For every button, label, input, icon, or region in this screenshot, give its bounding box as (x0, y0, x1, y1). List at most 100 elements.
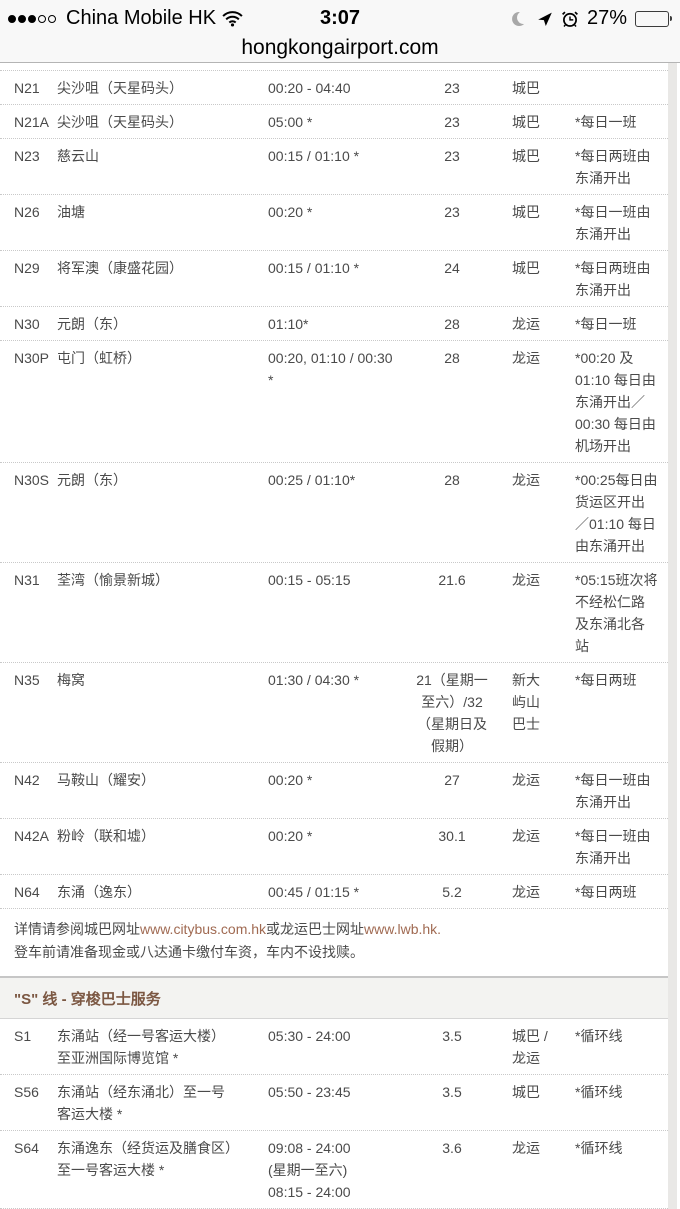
battery-percent: 27% (586, 7, 627, 29)
route-number-cell: N26 (14, 204, 40, 220)
route-number-cell: N31 (14, 572, 40, 588)
status-bar: China Mobile HK 3:07 (0, 0, 680, 63)
departure-time-cell: 05:30 - 24:00 (268, 1028, 351, 1044)
citybus-link[interactable]: www.citybus.com.hk (140, 921, 267, 937)
departure-time-cell: 00:15 / 01:10 * (268, 260, 360, 276)
departure-time-cell: 01:10* (268, 316, 309, 332)
remarks-cell: *每日两班由东涌开出 (575, 148, 651, 186)
fare-cell: 28 (444, 350, 460, 366)
departure-time-cell: 00:45 / 01:15 * (268, 884, 360, 900)
destination-cell: 元朗（东） (57, 472, 127, 488)
table-row: N23 慈云山 00:15 / 01:10 * 23 城巴 *每日两班由东涌开出 (0, 139, 668, 195)
location-icon (537, 11, 553, 27)
fare-cell: 23 (444, 148, 460, 164)
operator-cell: 城巴 (512, 1084, 540, 1100)
route-number-cell: N30 (14, 316, 40, 332)
route-number-cell: S64 (14, 1140, 39, 1156)
table-row: N30P 屯门（虹桥） 00:20, 01:10 / 00:30 * 28 龙运… (0, 341, 668, 463)
departure-time-cell: 00:25 / 01:10* (268, 472, 356, 488)
operator-cell: 龙运 (512, 316, 540, 332)
destination-cell: 东涌（逸东） (57, 884, 141, 900)
fare-cell: 5.2 (442, 884, 462, 900)
status-time: 3:07 (319, 7, 361, 29)
bus-route-table: N21 尖沙咀（天星码头） 00:20 - 04:40 23 城巴 N21A 尖… (0, 63, 668, 1209)
route-number-cell: S56 (14, 1084, 39, 1100)
remarks-cell: *每日两班 (575, 884, 637, 900)
table-row: N29 将军澳（康盛花园） 00:15 / 01:10 * 24 城巴 *每日两… (0, 251, 668, 307)
departure-time-cell: 00:15 - 05:15 (268, 572, 351, 588)
battery-icon (635, 10, 672, 27)
remarks-cell: *每日一班由东涌开出 (575, 772, 651, 810)
table-row: N31 荃湾（愉景新城） 00:15 - 05:15 21.6 龙运 *05:1… (0, 563, 668, 663)
remarks-cell: *00:20 及 01:10 每日由东涌开出／00:30 每日由机场开出 (575, 350, 656, 454)
s-section-title: "S" 线 - 穿梭巴士服务 (14, 991, 161, 1008)
destination-cell: 东涌站（经东涌北）至一号客运大楼 * (57, 1084, 225, 1122)
signal-dot (8, 14, 16, 23)
departure-time-cell: 00:20, 01:10 / 00:30 * (268, 350, 393, 388)
table-row: S56 东涌站（经东涌北）至一号客运大楼 * 05:50 - 23:45 3.5… (0, 1075, 668, 1131)
table-row: N30 元朗（东） 01:10* 28 龙运 *每日一班 (0, 307, 668, 341)
departure-time-cell: 00:20 * (268, 204, 313, 220)
table-row: N42 马鞍山（耀安） 00:20 * 27 龙运 *每日一班由东涌开出 (0, 763, 668, 819)
route-number-cell: N21 (14, 80, 40, 96)
url-domain[interactable]: hongkongairport.com (241, 36, 439, 59)
signal-dot (48, 14, 56, 23)
battery-nub (670, 16, 672, 21)
route-number-cell: N35 (14, 672, 40, 688)
table-row: S64 东涌逸东（经货运及膳食区）至一号客运大楼 * 09:08 - 24:00… (0, 1131, 668, 1209)
table-row: N64 东涌（逸东） 00:45 / 01:15 * 5.2 龙运 *每日两班 (0, 875, 668, 909)
destination-cell: 马鞍山（耀安） (57, 772, 155, 788)
departure-time-cell: 09:08 - 24:00 (星期一至六) 08:15 - 24:00 (268, 1140, 351, 1200)
cell-signal-dots-icon (8, 14, 58, 23)
notes-line2: 登车前请准备现金或八达通卡缴付车资，车内不设找赎。 (14, 944, 364, 960)
lwb-link[interactable]: www.lwb.hk. (364, 921, 442, 937)
operator-cell: 城巴 (512, 148, 540, 164)
operator-cell: 龙运 (512, 350, 540, 366)
route-number-cell: N42A (14, 828, 50, 844)
destination-cell: 元朗（东） (57, 316, 127, 332)
notes-line1-middle: 或龙运巴士网址 (266, 921, 365, 937)
fare-cell: 23 (444, 204, 460, 220)
table-row: N26 油塘 00:20 * 23 城巴 *每日一班由东涌开出 (0, 195, 668, 251)
carrier-label: China Mobile HK (66, 7, 217, 29)
route-number-cell: N30S (14, 472, 50, 488)
departure-time-cell: 00:15 / 01:10 * (268, 148, 360, 164)
destination-cell: 屯门（虹桥） (57, 350, 141, 366)
s-section-header: "S" 线 - 穿梭巴士服务 (0, 976, 668, 1019)
operator-cell: 龙运 (512, 772, 540, 788)
table-row: N21A 尖沙咀（天星码头） 05:00 * 23 城巴 *每日一班 (0, 105, 668, 139)
operator-cell: 新大屿山巴士 (512, 672, 540, 732)
table-row: N30S 元朗（东） 00:25 / 01:10* 28 龙运 *00:25每日… (0, 463, 668, 563)
remarks-cell: *05:15班次将不经松仁路及东涌北各站 (575, 572, 658, 654)
departure-time-cell: 00:20 - 04:40 (268, 80, 351, 96)
operator-cell: 龙运 (512, 472, 540, 488)
operator-cell: 龙运 (512, 1140, 540, 1156)
notes-line1: 详情请参阅城巴网址www.citybus.com.hk或龙运巴士网址www.lw… (14, 918, 654, 941)
operator-cell: 城巴 (512, 260, 540, 276)
departure-time-cell: 05:50 - 23:45 (268, 1084, 351, 1100)
scrollbar-indicator[interactable] (668, 63, 677, 1209)
url-bar[interactable]: hongkongairport.com (0, 32, 680, 63)
fare-cell: 28 (444, 472, 460, 488)
remarks-cell: *每日两班由东涌开出 (575, 260, 651, 298)
departure-time-cell: 00:20 * (268, 828, 313, 844)
operator-cell: 城巴 / 龙运 (512, 1028, 548, 1066)
destination-cell: 梅窝 (57, 672, 85, 688)
status-row: China Mobile HK 3:07 (0, 0, 680, 32)
operator-cell: 城巴 (512, 80, 540, 96)
remarks-cell: *循环线 (575, 1084, 623, 1100)
destination-cell: 粉岭（联和墟） (57, 828, 155, 844)
destination-cell: 东涌站（经一号客运大楼）至亚洲国际博览馆 * (57, 1028, 225, 1066)
route-number-cell: S1 (14, 1028, 32, 1044)
fare-cell: 23 (444, 80, 460, 96)
table-top-divider (0, 63, 668, 71)
destination-cell: 将军澳（康盛花园） (57, 260, 183, 276)
night-bus-rows: N21 尖沙咀（天星码头） 00:20 - 04:40 23 城巴 N21A 尖… (0, 71, 668, 909)
remarks-cell: *循环线 (575, 1140, 623, 1156)
table-row: N35 梅窝 01:30 / 04:30 * 21（星期一至六）/32（星期日及… (0, 663, 668, 763)
fare-cell: 24 (444, 260, 460, 276)
route-number-cell: N23 (14, 148, 40, 164)
remarks-cell: *00:25每日由货运区开出／01:10 每日由东涌开出 (575, 472, 658, 554)
route-number-cell: N29 (14, 260, 40, 276)
